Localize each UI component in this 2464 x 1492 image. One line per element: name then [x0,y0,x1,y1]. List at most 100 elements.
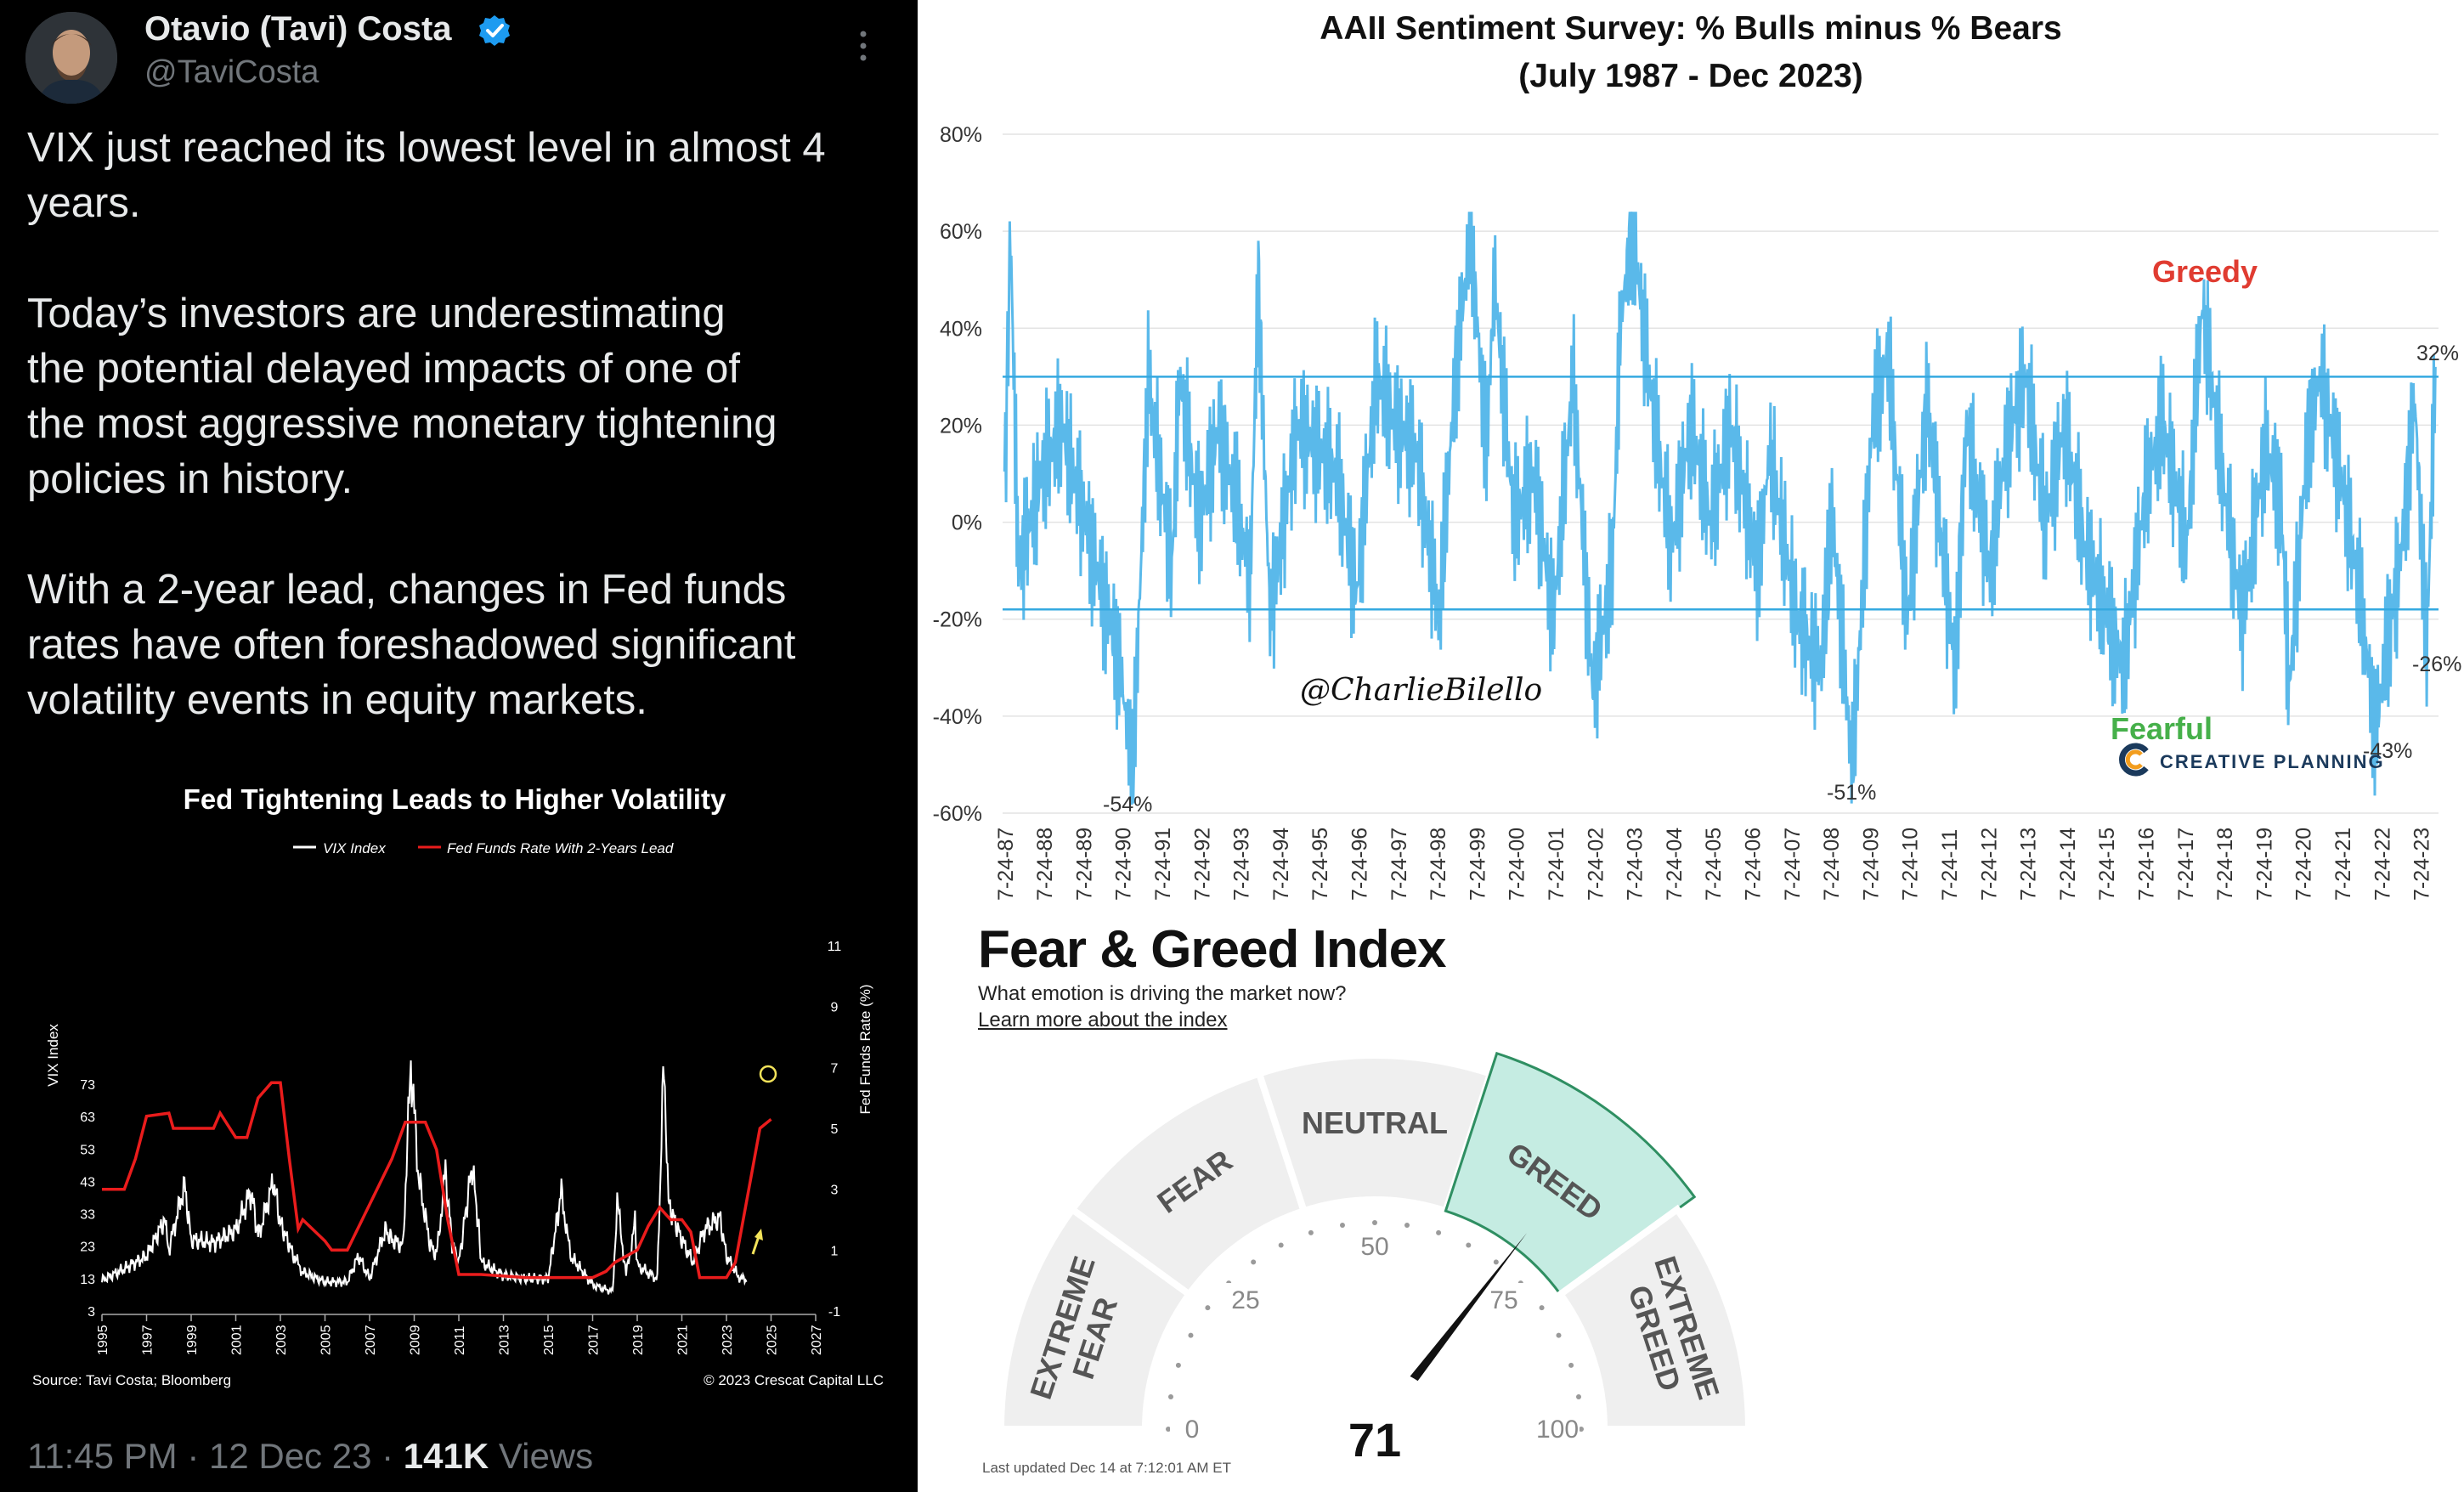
y-tick-label: -40% [933,705,982,729]
y-left-tick-label: 73 [80,1078,95,1093]
gauge-segment-extreme-fear [997,1204,1195,1433]
highlight-circle [759,1065,777,1083]
chart-legend: VIX Index Fed Funds Rate With 2-Years Le… [293,840,674,856]
label-neg54pct: -54% [1103,793,1152,817]
y-tick-label: 40% [940,317,982,341]
x-tick-label: 7-24-17 [2174,828,2198,901]
label-neg26pct: -26% [2412,653,2461,676]
y-tick-label: -20% [933,608,982,632]
learn-more-link[interactable]: Learn more about the index [978,1009,1228,1031]
x-tick-label: 2025 [766,1325,780,1355]
aaii-sentiment-chart[interactable]: AAII Sentiment Survey: % Bulls minus % B… [918,0,2464,918]
y-axis-right-ticks: -1 1 3 5 7 9 11 [828,940,842,1320]
x-tick-label: 7-24-20 [2292,828,2316,901]
x-tick-label: 7-24-06 [1742,828,1766,901]
y-left-tick-label: 33 [80,1208,95,1223]
scale-dot [1436,1229,1442,1235]
y-right-tick-label: 11 [828,940,842,954]
logo-text: CREATIVE PLANNING [2160,751,2385,772]
author-watermark: @CharlieBilello [1300,673,1542,708]
x-tick-label: 2001 [230,1325,245,1355]
y-left-tick-label: 3 [88,1305,95,1320]
fear-greed-subtitle: What emotion is driving the market now? [978,982,1347,1005]
tweet-metadata: 11:45 PM · 12 Dec 23 · 141K Views [27,1436,594,1476]
tweet-text-paragraph: Today’s investors are underestimating th… [27,291,777,502]
sentiment-series [1003,211,2437,805]
scale-dot [1205,1305,1211,1311]
chart-subtitle: (July 1987 - Dec 2023) [1518,58,1862,94]
scale-dot [1568,1362,1574,1368]
tweet-text-paragraph: With a 2-year lead, changes in Fed funds… [27,567,796,723]
x-tick-label: 7-24-05 [1702,828,1726,901]
x-tick-label: 1997 [141,1325,155,1355]
y-right-tick-label: 7 [831,1061,839,1076]
scale-label: 50 [1360,1233,1388,1261]
scale-dot [1493,1259,1499,1265]
x-tick-label: 7-24-92 [1190,828,1214,901]
x-tick-label: 7-24-23 [2410,828,2434,901]
x-tick-label: 7-24-19 [2252,828,2276,901]
gauge-segment-greed [1444,1051,1697,1297]
fear-greed-title: Fear & Greed Index [978,920,1447,979]
x-tick-label: 7-24-16 [2135,828,2159,901]
scale-dot [1466,1242,1472,1248]
x-axis-ticks: 1995 1997 1999 2001 2003 2005 2007 2009 2011 2013… [96,1314,824,1355]
scale-label: 100 [1536,1416,1579,1444]
y-axis-label-right: Fed Funds Rate (%) [857,984,873,1114]
label-neg43pct: -43% [2363,739,2412,763]
scale-dot [1539,1305,1545,1311]
y-left-tick-label: 63 [80,1111,95,1125]
up-arrow-icon [751,1229,763,1255]
x-tick-label: 2007 [364,1325,378,1355]
y-right-tick-label: 1 [831,1244,839,1258]
tweet-time[interactable]: 11:45 PM [27,1436,178,1476]
avatar[interactable] [25,12,117,104]
more-options-icon[interactable] [855,29,872,63]
y-tick-label: 20% [940,414,982,438]
y-axis-ticks: 80% 60% 40% 20% 0% -20% -40% -60% [933,123,982,826]
x-tick-label: 2017 [587,1325,602,1355]
gauge-hub [1297,1368,1453,1492]
fed-volatility-chart[interactable]: Fed Tightening Leads to Higher Volatilit… [0,765,918,1402]
x-tick-label: 1995 [96,1325,110,1355]
fear-greed-panel: EXTREMEFEAR FEAR NEUTRAL GREED EXTREMEGREED 0… [918,918,2464,1492]
x-tick-label: 2009 [409,1325,423,1355]
scale-dot [1188,1332,1194,1338]
x-tick-label: 7-24-21 [2331,828,2355,901]
author-name[interactable]: Otavio (Tavi) Costa [144,10,452,48]
views-label: Views [498,1436,594,1476]
greedy-label: Greedy [2152,254,2258,289]
x-tick-label: 7-24-22 [2371,828,2394,901]
chart-series [101,1060,772,1295]
x-tick-label: 7-24-00 [1506,828,1529,901]
x-tick-label: 7-24-08 [1820,828,1844,901]
y-axis-label-left: VIX Index [45,1024,61,1087]
x-tick-label: 1999 [185,1325,200,1355]
scale-dot [1404,1222,1410,1228]
y-tick-label: 80% [940,123,982,147]
y-tick-label: 0% [952,511,982,535]
x-tick-label: 7-24-13 [2017,828,2041,901]
x-tick-label: 2011 [453,1325,467,1355]
author-handle[interactable]: @TaviCosta [144,54,319,90]
x-tick-label: 7-24-03 [1624,828,1647,901]
x-tick-label: 7-24-88 [1033,828,1057,901]
x-tick-label: 2015 [542,1325,557,1355]
scale-dot [1175,1362,1181,1368]
x-tick-label: 7-24-89 [1072,828,1096,901]
x-tick-label: 2005 [319,1325,334,1355]
x-tick-label: 7-24-90 [1112,828,1136,901]
last-updated-text: Last updated Dec 14 at 7:12:01 AM ET [982,1460,1231,1476]
x-tick-label: 7-24-94 [1269,828,1293,901]
y-right-tick-label: 3 [831,1184,839,1198]
tweet-panel: Otavio (Tavi) Costa @TaviCosta VIX just … [0,0,918,1492]
x-tick-label: 2019 [631,1325,646,1355]
tweet-date[interactable]: 12 Dec 23 [208,1436,372,1476]
scale-dot [1556,1332,1562,1338]
scale-label: 25 [1231,1286,1259,1314]
x-tick-label: 7-24-07 [1781,828,1805,901]
scale-dot [1166,1427,1171,1432]
label-32pct: 32% [2416,342,2459,365]
y-left-tick-label: 53 [80,1143,95,1157]
y-right-tick-label: -1 [828,1305,840,1320]
